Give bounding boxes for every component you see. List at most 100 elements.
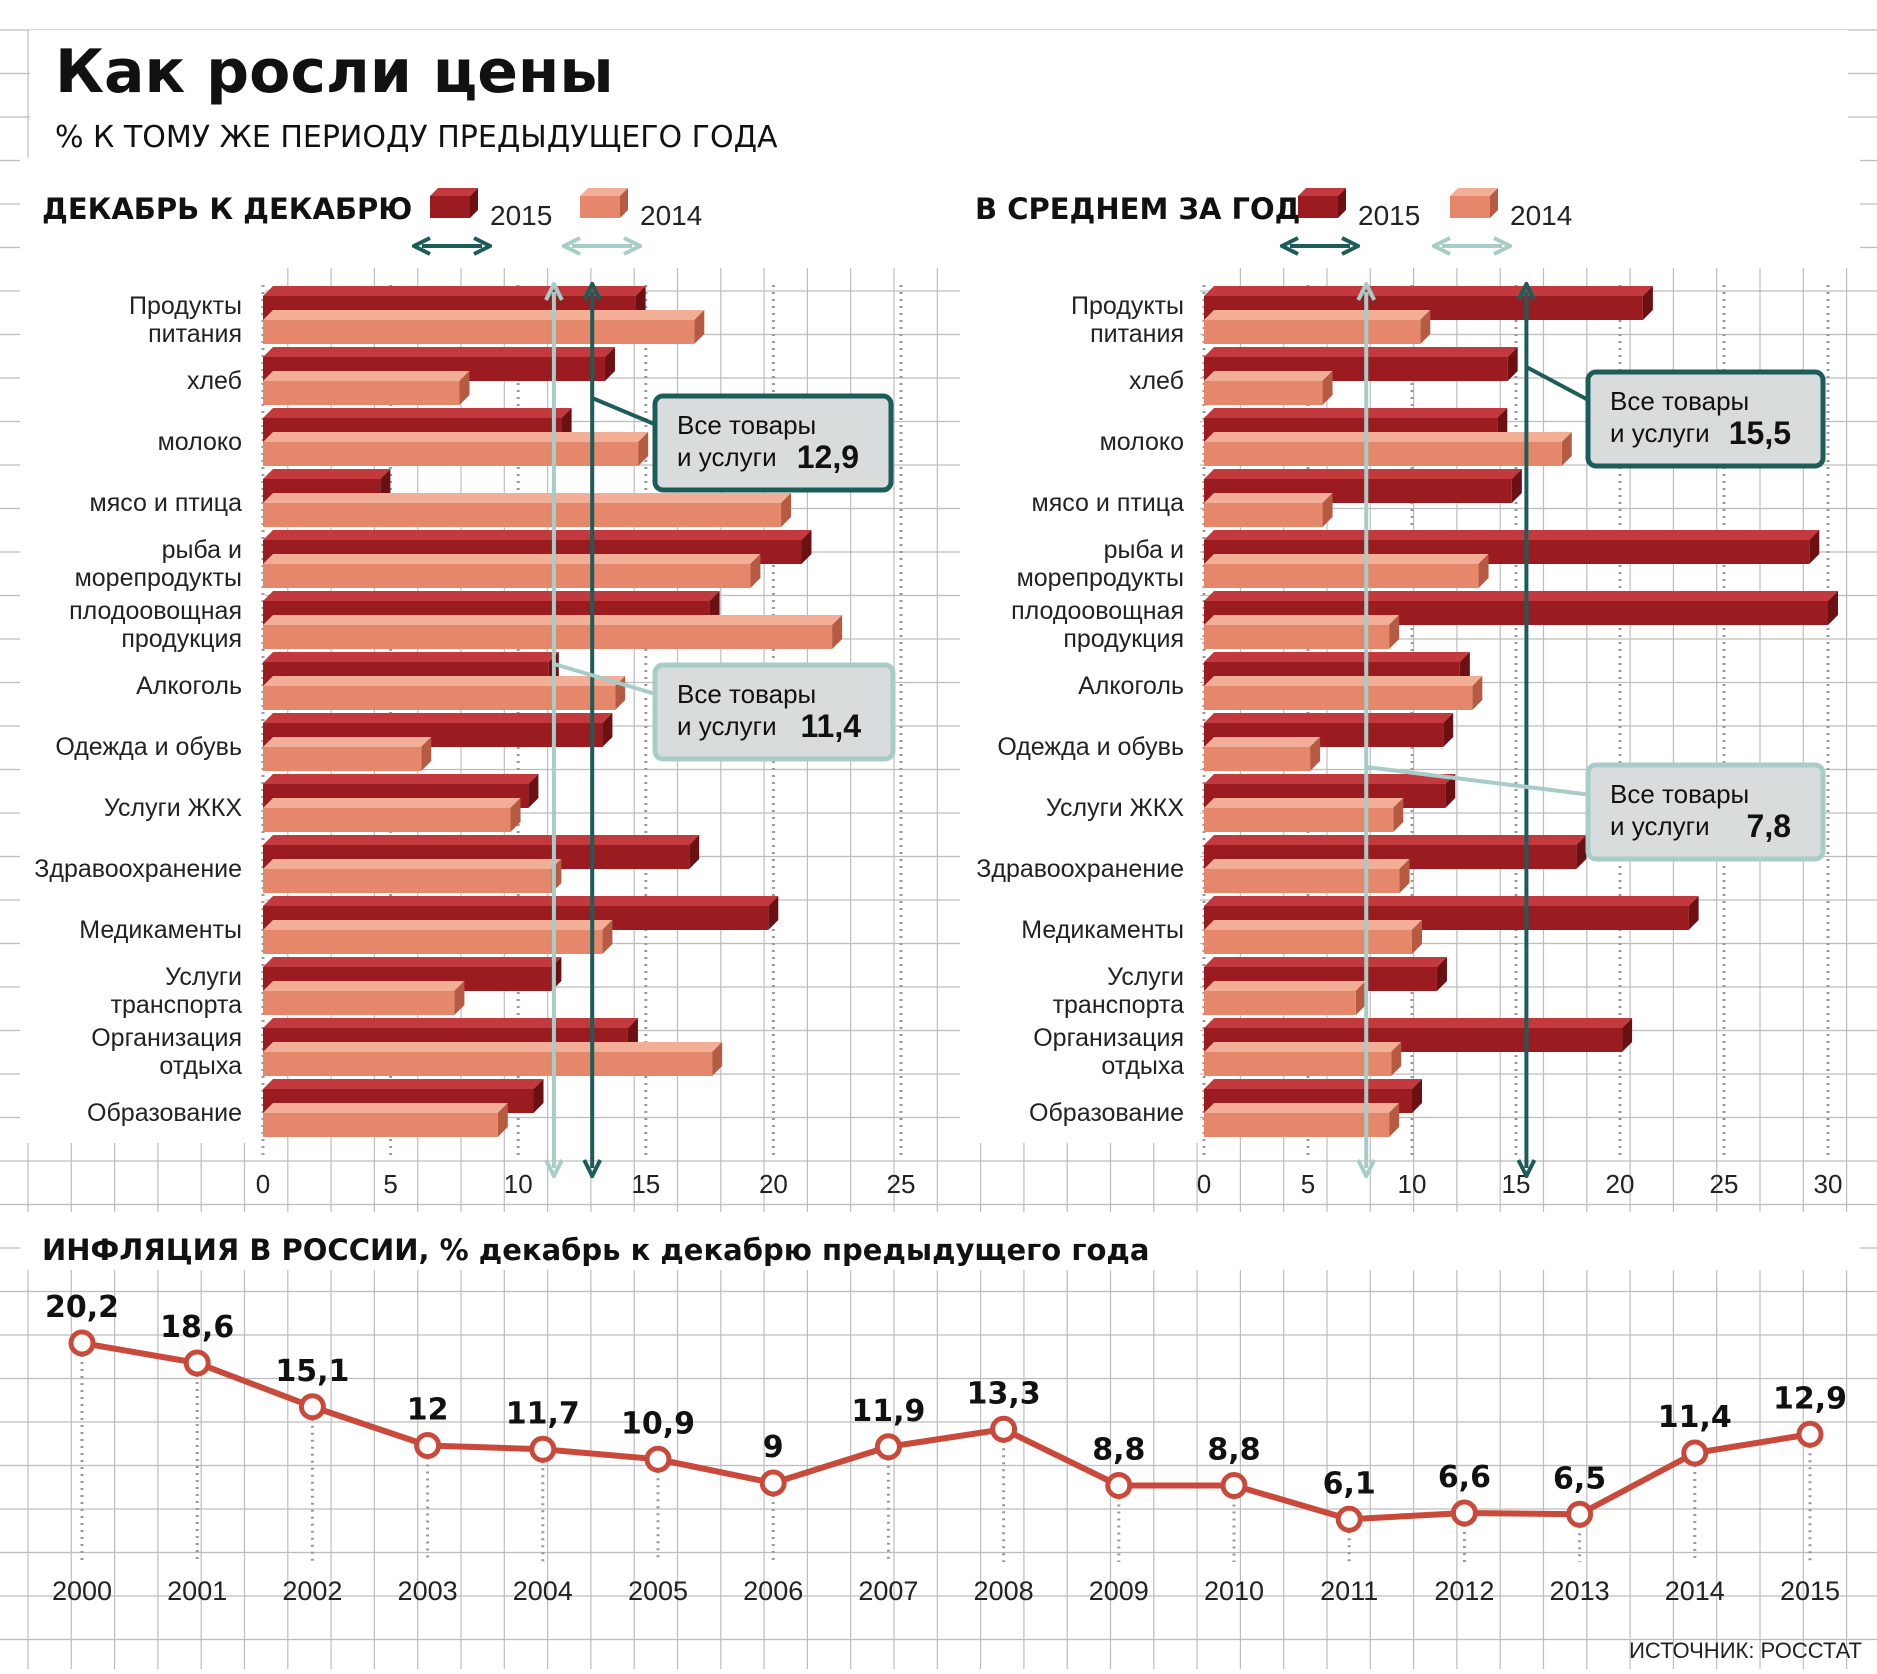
- legend-swatch: [1298, 196, 1338, 218]
- x-tick-label: 10: [1398, 1169, 1427, 1199]
- bar-2015-top: [1204, 774, 1456, 784]
- category-label: питания: [148, 320, 242, 348]
- callout-label: Все товары: [677, 410, 816, 440]
- callout-leader: [553, 662, 660, 697]
- bar-2015-side: [1412, 1079, 1422, 1113]
- data-point: [990, 1415, 1018, 1443]
- bar-2014: [263, 1052, 713, 1076]
- bar-2015-top: [1204, 1018, 1633, 1028]
- bar-2014-side: [1389, 1103, 1400, 1137]
- page-title: Как росли цены: [55, 37, 614, 107]
- data-point: [1566, 1500, 1594, 1528]
- bar-2015-top: [263, 774, 539, 784]
- callout-label: и услуги: [1610, 418, 1710, 448]
- bar-2014-side: [1478, 554, 1489, 588]
- bar-2014-side: [1389, 615, 1400, 649]
- header-panel: [30, 30, 1848, 158]
- bar-2014: [1204, 991, 1356, 1015]
- bar-2014-side: [832, 615, 843, 649]
- bar-2014-side: [602, 920, 613, 954]
- bar-2015-side: [1576, 835, 1587, 869]
- callout-value: 15,5: [1729, 415, 1791, 451]
- bar-2014-top: [1204, 798, 1404, 808]
- x-tick-label: 20: [759, 1169, 788, 1199]
- bar-2014-top: [1204, 432, 1572, 442]
- bar-2014-top: [263, 737, 432, 747]
- bar-2015-side: [801, 530, 812, 564]
- category-label: Услуги ЖКХ: [104, 794, 242, 822]
- x-tick-label: 30: [1814, 1169, 1843, 1199]
- bar-2014: [1204, 442, 1562, 466]
- year-label: 2006: [743, 1576, 803, 1606]
- bar-2015-top: [1204, 896, 1699, 906]
- callout-box: [1585, 369, 1826, 469]
- bar-2014: [263, 869, 552, 893]
- data-label: 20,2: [45, 1290, 119, 1325]
- bar-2014-side: [1310, 737, 1321, 771]
- category-group: Услуги ЖКХ: [104, 774, 539, 832]
- bar-2015-side: [533, 1079, 544, 1113]
- bar-2014-side: [1391, 1042, 1402, 1076]
- callout-leader: [591, 396, 660, 428]
- data-label: 6,5: [1553, 1461, 1606, 1496]
- bar-2014-side: [459, 371, 470, 405]
- bar-2014-top: [263, 554, 761, 564]
- bar-2014: [1204, 320, 1421, 344]
- bar-2015-top: [263, 713, 613, 723]
- year-label: 2002: [282, 1576, 342, 1606]
- bar-2014-top: [263, 920, 613, 930]
- bar-2014-side: [1412, 920, 1422, 954]
- legend-label-2015: 2015: [490, 200, 552, 231]
- data-label: 8,8: [1207, 1433, 1260, 1468]
- source-note: ИСТОЧНИК: РОССТАТ: [1629, 1638, 1862, 1663]
- year-label: 2014: [1665, 1576, 1725, 1606]
- category-label: Образование: [1029, 1099, 1184, 1127]
- year-label: 2013: [1550, 1576, 1610, 1606]
- bar-2014: [263, 808, 511, 832]
- bar-2014: [1204, 1052, 1392, 1076]
- category-label: Услуги ЖКХ: [1046, 794, 1184, 822]
- data-point: [68, 1329, 96, 1357]
- callout-box: [652, 393, 894, 493]
- category-group: молоко: [158, 408, 649, 466]
- legend-item-2014: 2014: [1442, 188, 1572, 246]
- bar-2014-top: [1204, 615, 1400, 625]
- category-label: Продукты: [1071, 292, 1184, 320]
- callout-label: и услуги: [1610, 811, 1710, 841]
- data-label: 11,9: [851, 1394, 925, 1429]
- category-label: хлеб: [187, 367, 242, 395]
- callout-leader: [1365, 765, 1593, 797]
- bar-2014: [263, 747, 422, 771]
- bar-2015-top: [1204, 469, 1522, 479]
- x-tick-label: 5: [383, 1169, 397, 1199]
- bar-2014: [1204, 747, 1311, 771]
- bar-2014: [1204, 930, 1412, 954]
- year-label: 2009: [1089, 1576, 1149, 1606]
- bar-2015-side: [1507, 347, 1518, 381]
- bar-2014: [263, 625, 833, 649]
- category-label: рыба и: [162, 536, 242, 564]
- category-label: мясо и птица: [90, 489, 243, 517]
- data-point: [529, 1435, 557, 1463]
- data-label: 8,8: [1092, 1433, 1145, 1468]
- bar-2014-top: [1204, 981, 1366, 991]
- bar-2014-side: [1561, 432, 1572, 466]
- x-tick-label: 15: [631, 1169, 660, 1199]
- bar-2014-top: [1204, 554, 1489, 564]
- category-label: Одежда и обувь: [55, 733, 242, 761]
- bar-2015-side: [1443, 713, 1454, 747]
- data-label: 13,3: [967, 1376, 1041, 1411]
- data-point: [1796, 1420, 1824, 1448]
- legend-swatch-top: [430, 188, 478, 196]
- legend-swatch-side: [1490, 188, 1498, 218]
- callout-box: [1585, 762, 1826, 862]
- category-group: Алкоголь: [1078, 652, 1483, 710]
